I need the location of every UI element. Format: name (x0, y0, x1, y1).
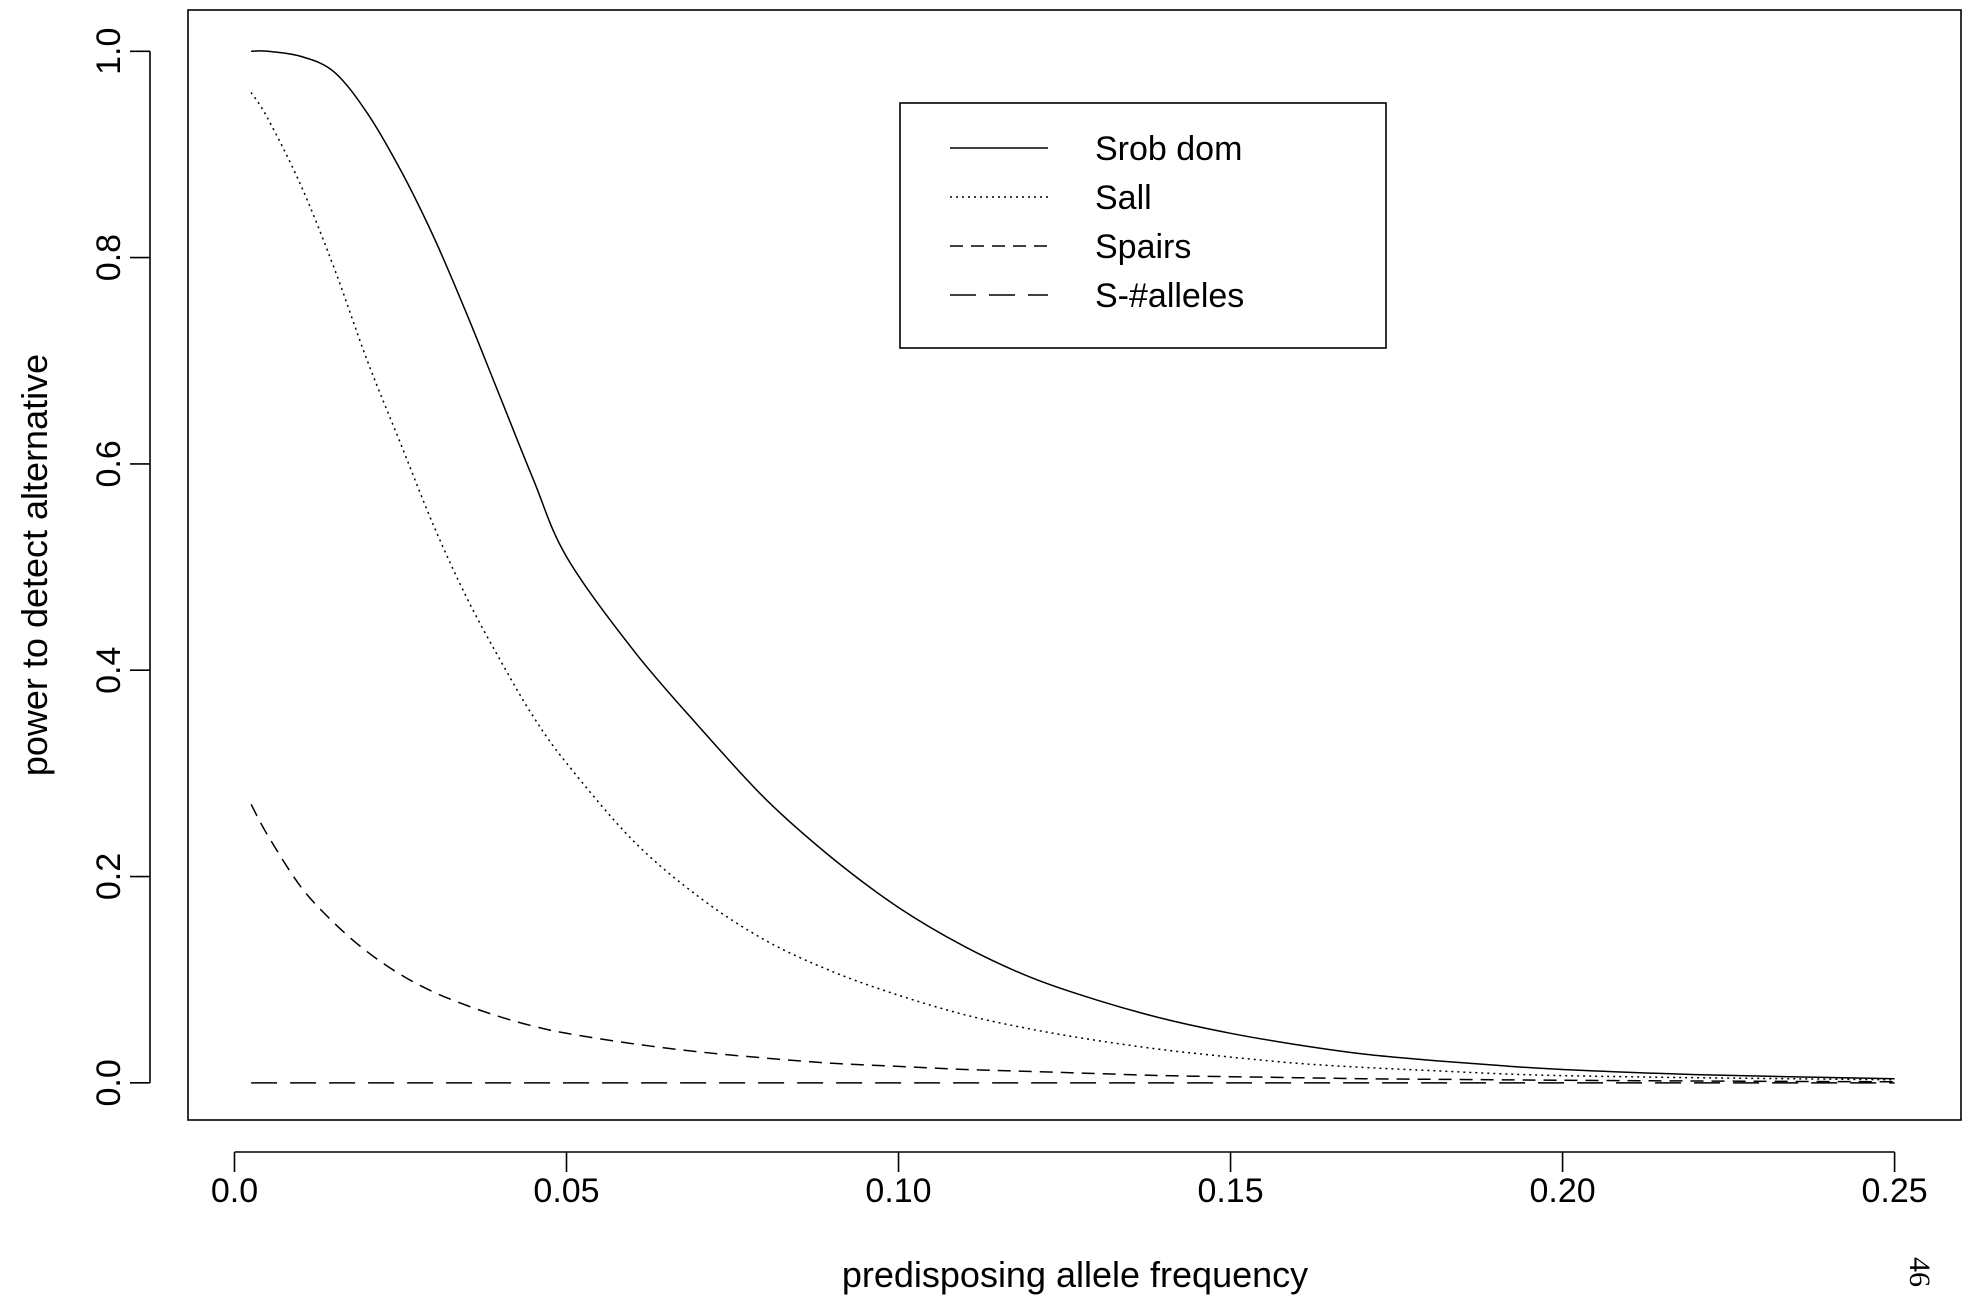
x-tick-label: 0.10 (865, 1172, 931, 1210)
y-tick-label: 0.8 (90, 234, 128, 281)
legend-box (899, 102, 1387, 349)
legend: Srob dom Sall Spairs S-#alleles (899, 102, 1387, 349)
y-tick-label: 0.2 (90, 853, 128, 900)
legend-label: Srob dom (1095, 130, 1242, 168)
x-axis: 0.0 0.05 0.10 0.15 0.20 0.25 (211, 1151, 1928, 1210)
y-tick-label: 0.4 (90, 647, 128, 694)
y-tick-label: 0.0 (90, 1059, 128, 1106)
y-axis-label: power to detect alternative (14, 354, 55, 776)
series-layer (250, 50, 1895, 1084)
legend-label: Spairs (1095, 228, 1191, 266)
y-axis: 0.0 0.2 0.4 0.6 0.8 1.0 (90, 28, 151, 1106)
page-number: 46 (1903, 1257, 1936, 1287)
x-tick-label: 0.0 (211, 1172, 258, 1210)
x-tick-label: 0.25 (1862, 1172, 1928, 1210)
series-line-spairs (250, 803, 1895, 1083)
y-tick-label: 1.0 (90, 28, 128, 75)
y-tick-label: 0.6 (90, 440, 128, 487)
legend-label: Sall (1095, 179, 1152, 217)
x-axis-label: predisposing allele frequency (842, 1254, 1308, 1295)
legend-label: S-#alleles (1095, 277, 1244, 315)
series-line-srob-dom (251, 50, 1895, 1080)
x-tick-label: 0.05 (533, 1172, 599, 1210)
x-tick-label: 0.20 (1529, 1172, 1595, 1210)
x-tick-label: 0.15 (1197, 1172, 1263, 1210)
plot-frame (187, 9, 1962, 1121)
